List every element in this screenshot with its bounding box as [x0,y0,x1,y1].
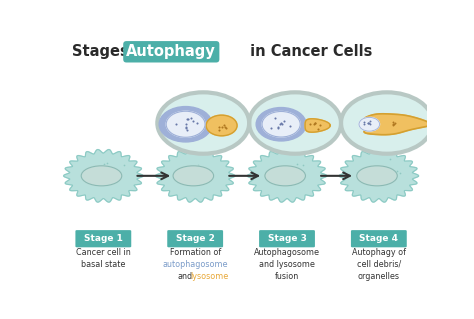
Polygon shape [155,150,235,202]
Circle shape [256,108,306,141]
Ellipse shape [173,166,214,186]
Text: Stage 2: Stage 2 [176,234,215,243]
Circle shape [359,117,380,131]
FancyBboxPatch shape [75,230,131,247]
Text: Stage 1: Stage 1 [84,234,123,243]
Circle shape [206,115,237,136]
Text: in Cancer Cells: in Cancer Cells [245,44,372,59]
Ellipse shape [265,166,305,186]
Circle shape [249,92,341,154]
Text: basal state: basal state [81,260,126,269]
Text: and: and [177,271,192,280]
Text: Stage 3: Stage 3 [267,234,307,243]
Polygon shape [364,114,430,135]
Text: Autophagosome: Autophagosome [254,248,320,257]
Text: autophagosome: autophagosome [163,260,228,269]
Circle shape [159,107,212,142]
Text: Stage 4: Stage 4 [359,234,398,243]
Text: organelles: organelles [358,271,400,280]
Text: cell debris/: cell debris/ [357,260,401,269]
Text: Formation of: Formation of [170,248,221,257]
Text: Cancer cell in: Cancer cell in [76,248,131,257]
Text: lysosome: lysosome [190,271,228,280]
Text: Autophagy of: Autophagy of [352,248,406,257]
Ellipse shape [357,166,397,186]
FancyBboxPatch shape [167,230,223,247]
Text: Stages of: Stages of [72,44,155,59]
Polygon shape [64,150,143,202]
Ellipse shape [81,166,122,186]
Polygon shape [247,150,327,202]
FancyBboxPatch shape [351,230,407,247]
Circle shape [157,92,249,154]
Polygon shape [305,119,330,132]
Circle shape [262,111,300,137]
Circle shape [166,111,205,137]
Text: Autophagy: Autophagy [127,44,216,59]
Text: fusion: fusion [275,271,299,280]
Circle shape [341,92,433,154]
Polygon shape [339,150,419,202]
FancyBboxPatch shape [259,230,315,247]
Text: and lysosome: and lysosome [259,260,315,269]
